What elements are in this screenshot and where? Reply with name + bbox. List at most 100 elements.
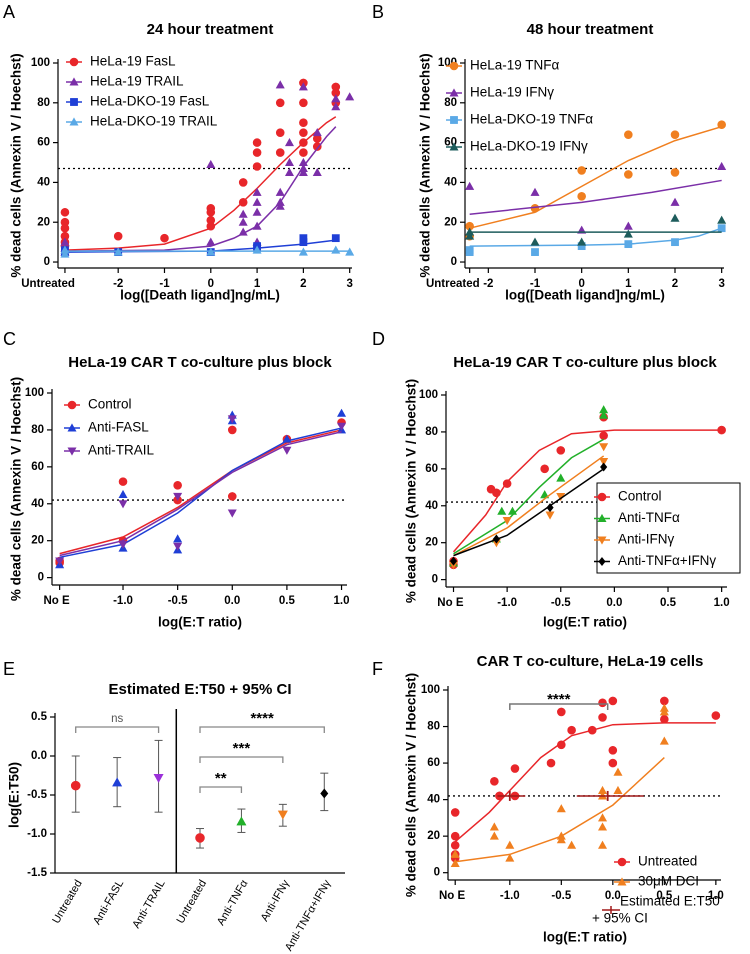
chart-title: Estimated E:T50 + 95% CI	[109, 681, 292, 698]
legend-marker	[617, 877, 627, 886]
point	[299, 234, 308, 243]
point	[195, 833, 205, 843]
legend-marker	[69, 77, 79, 86]
y-tick-label: 40	[427, 794, 440, 806]
point	[173, 481, 182, 490]
fit-curve	[59, 427, 342, 559]
point	[275, 148, 285, 157]
fit-curve	[469, 179, 722, 216]
x-tick-label: Anti-TRAIL	[130, 878, 167, 931]
point	[299, 98, 308, 108]
x-tick-label: 0	[578, 278, 584, 290]
y-tick-label: 0	[38, 572, 44, 584]
point	[717, 425, 726, 435]
legend-marker	[69, 57, 79, 67]
point	[60, 207, 70, 217]
point	[624, 240, 633, 249]
legend-label: HeLa-19 IFNγ	[470, 85, 554, 100]
point	[227, 425, 237, 435]
y-tick-label: 60	[427, 757, 440, 769]
point	[598, 713, 607, 722]
point	[337, 422, 347, 431]
fit-curve	[59, 429, 342, 555]
y-axis-label: log(E:T50)	[7, 762, 22, 828]
point	[345, 92, 355, 101]
y-tick-label: 100	[421, 684, 440, 696]
fit-curve	[453, 438, 605, 555]
legend-label: Control	[88, 397, 132, 412]
legend-label: HeLa-DKO-19 TNFα	[470, 112, 593, 127]
legend-marker	[597, 536, 607, 545]
point	[540, 464, 549, 474]
point	[465, 227, 475, 236]
point	[598, 822, 608, 831]
fit-curve	[64, 116, 337, 251]
legend-marker	[617, 857, 627, 867]
point	[55, 557, 65, 566]
point	[275, 98, 285, 108]
point	[331, 234, 340, 243]
x-tick-label: 1.0	[714, 597, 730, 609]
point	[599, 410, 609, 419]
legend-box	[596, 482, 741, 574]
point	[489, 822, 499, 831]
legend-label: Control	[618, 489, 662, 504]
point	[577, 237, 587, 246]
point	[118, 500, 128, 509]
y-tick-label: 20	[31, 535, 44, 547]
point	[298, 167, 308, 176]
point	[624, 170, 633, 179]
legend-label: Anti-TRAIL	[88, 443, 155, 458]
legend-marker	[598, 557, 606, 566]
y-tick-label: 80	[425, 426, 438, 438]
legend-marker	[67, 447, 77, 456]
y-tick-label: 20	[425, 537, 438, 549]
point	[671, 238, 679, 247]
legend-marker	[450, 116, 458, 124]
point	[275, 201, 285, 210]
fit-curve	[469, 227, 722, 247]
x-tick-label: Anti-TNFα+IFNγ	[283, 878, 334, 954]
legend-marker	[70, 98, 78, 106]
legend-label: Anti-TNFα+IFNγ	[618, 553, 716, 568]
point	[449, 556, 458, 566]
y-tick-label: 60	[37, 137, 50, 149]
x-tick-label: No E	[43, 595, 70, 607]
x-tick-label: No E	[439, 890, 466, 902]
point	[252, 148, 262, 157]
legend-label: Anti-TNFα	[618, 510, 680, 525]
point	[465, 248, 474, 256]
legend-marker	[449, 142, 459, 151]
point	[577, 166, 586, 175]
x-tick-label: -1.0	[497, 597, 517, 609]
significance-label: **	[215, 770, 227, 787]
point	[299, 138, 308, 147]
point	[599, 457, 609, 467]
fit-curve	[453, 455, 605, 557]
point	[252, 197, 262, 206]
point	[282, 446, 292, 455]
point	[112, 777, 123, 787]
point	[556, 835, 566, 844]
significance-bracket	[75, 726, 160, 733]
x-tick-label: 0.5	[660, 597, 677, 609]
legend-label: Anti-IFNγ	[618, 532, 675, 547]
point	[252, 245, 262, 254]
point	[507, 506, 518, 515]
x-tick-label: Anti-FASL	[91, 878, 126, 927]
significance-bracket	[509, 703, 609, 710]
point	[299, 118, 308, 128]
point	[711, 711, 721, 720]
legend-marker	[67, 400, 77, 410]
point	[312, 167, 322, 176]
point	[275, 187, 285, 196]
legend-label: HeLa-DKO-19 IFNγ	[470, 139, 588, 154]
point	[206, 207, 216, 217]
x-tick-label: Anti-TNFα	[215, 877, 251, 927]
point	[282, 434, 292, 443]
point	[298, 247, 308, 256]
x-tick-label: 0.5	[656, 890, 673, 902]
point	[492, 488, 501, 498]
point	[206, 237, 216, 246]
legend-marker	[597, 513, 607, 523]
